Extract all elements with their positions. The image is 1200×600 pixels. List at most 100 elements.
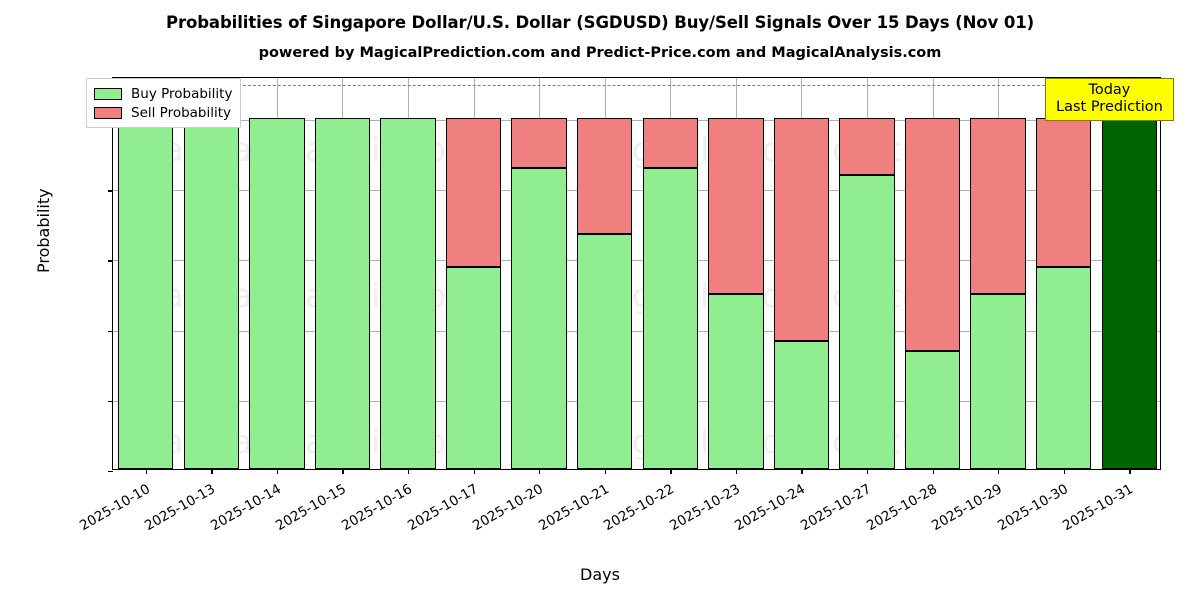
- x-tick-label: 2025-10-15: [273, 481, 350, 535]
- bar-segment-buy[interactable]: [642, 168, 698, 469]
- bar-segment-buy[interactable]: [970, 293, 1026, 469]
- chart-title: Probabilities of Singapore Dollar/U.S. D…: [165, 13, 1035, 32]
- legend-label-sell: Sell Probability: [131, 104, 232, 121]
- bar-segment-sell[interactable]: [445, 118, 502, 267]
- today-annotation: Today Last Prediction: [1045, 78, 1174, 122]
- bar-group[interactable]: [1101, 78, 1157, 469]
- x-tick-mark: [1129, 469, 1131, 474]
- legend-swatch-sell: [94, 106, 122, 119]
- x-tick-label: 2025-10-23: [666, 481, 743, 535]
- bar-group[interactable]: [118, 78, 174, 469]
- watermark-text: MagicalPrediction.com: [583, 130, 955, 169]
- x-tick-label: 2025-10-20: [470, 481, 547, 535]
- x-tick-mark: [211, 469, 213, 474]
- chart-legend: Buy Probability Sell Probability: [86, 78, 242, 128]
- x-tick-mark: [998, 469, 1000, 474]
- legend-swatch-buy: [94, 87, 122, 100]
- bar-group[interactable]: [904, 78, 961, 469]
- bar-segment-buy[interactable]: [904, 351, 961, 469]
- plot-area: MagicalAnalysis.com MagicalPrediction.com…: [108, 77, 1161, 474]
- legend-item-buy: Buy Probability: [94, 84, 232, 103]
- bar-segment-buy[interactable]: [183, 118, 240, 469]
- bar-group[interactable]: [970, 78, 1026, 469]
- gridline-horizontal: [113, 330, 1160, 332]
- bar-group[interactable]: [839, 78, 895, 469]
- x-tick-mark: [408, 469, 410, 474]
- bar-segment-sell[interactable]: [511, 118, 567, 169]
- gridline-horizontal: [113, 260, 1160, 262]
- x-tick-label: 2025-10-17: [404, 481, 481, 535]
- legend-item-sell: Sell Probability: [94, 103, 232, 122]
- bar-group[interactable]: [249, 78, 305, 469]
- bar-segment-buy[interactable]: [708, 293, 764, 469]
- bar-segment-today[interactable]: [1101, 118, 1157, 469]
- bar-segment-sell[interactable]: [1035, 118, 1092, 267]
- y-tick-mark: [108, 400, 113, 403]
- x-tick-mark: [473, 469, 475, 474]
- bar-segment-sell[interactable]: [708, 118, 764, 294]
- x-tick-label: 2025-10-29: [929, 481, 1006, 535]
- x-tick-label: 2025-10-13: [142, 481, 219, 535]
- watermark-text: MagicalPrediction.com: [583, 276, 955, 315]
- plot-inner: MagicalAnalysis.com MagicalPrediction.com…: [113, 78, 1160, 469]
- bar-group[interactable]: [577, 78, 633, 469]
- y-tick-mark: [108, 260, 113, 262]
- x-tick-mark: [801, 469, 803, 474]
- x-tick-mark: [735, 469, 738, 474]
- bar-segment-buy[interactable]: [118, 118, 174, 469]
- chart-subtitle: powered by MagicalPrediction.com and Pre…: [258, 45, 942, 61]
- bar-group[interactable]: [183, 78, 240, 469]
- x-tick-label: 2025-10-21: [535, 481, 612, 535]
- bar-segment-buy[interactable]: [380, 118, 436, 469]
- bar-segment-sell[interactable]: [642, 118, 698, 169]
- bar-segment-sell[interactable]: [970, 118, 1026, 294]
- bar-segment-buy[interactable]: [249, 118, 305, 469]
- gridline-horizontal: [113, 190, 1160, 192]
- x-tick-mark: [145, 469, 148, 474]
- bar-segment-sell[interactable]: [904, 118, 961, 352]
- bar-segment-buy[interactable]: [511, 168, 567, 469]
- reference-dashed-line: [113, 85, 1160, 87]
- legend-label-buy: Buy Probability: [131, 85, 233, 102]
- x-tick-mark: [932, 469, 934, 474]
- x-tick-mark: [604, 469, 607, 474]
- x-tick-label: 2025-10-30: [994, 481, 1071, 535]
- bar-group[interactable]: [1035, 78, 1092, 469]
- bar-group[interactable]: [511, 78, 567, 469]
- bar-segment-sell[interactable]: [773, 118, 830, 341]
- bar-segment-buy[interactable]: [314, 118, 371, 469]
- x-tick-label: 2025-10-24: [732, 481, 809, 535]
- gridline-horizontal: [113, 120, 1160, 122]
- x-tick-mark: [276, 469, 279, 474]
- x-tick-label: 2025-10-10: [76, 481, 153, 535]
- bar-segment-buy[interactable]: [773, 340, 830, 469]
- bar-group[interactable]: [773, 78, 830, 469]
- watermark-text: MagicalPrediction.com: [583, 422, 955, 461]
- x-tick-mark: [342, 469, 344, 474]
- bar-group[interactable]: [445, 78, 502, 469]
- bar-segment-buy[interactable]: [445, 266, 502, 469]
- x-tick-mark: [670, 469, 672, 474]
- bar-segment-sell[interactable]: [839, 118, 895, 175]
- gridline-horizontal: [113, 400, 1160, 402]
- x-tick-mark: [866, 469, 869, 474]
- bar-segment-sell[interactable]: [577, 118, 633, 234]
- y-tick-mark: [108, 190, 113, 192]
- y-axis-label: Probability: [34, 188, 53, 273]
- x-tick-label: 2025-10-22: [601, 481, 678, 535]
- y-tick-mark: [108, 330, 113, 332]
- x-tick-label: 2025-10-27: [798, 481, 874, 535]
- bar-segment-buy[interactable]: [839, 174, 895, 469]
- x-axis-label: Days: [580, 565, 620, 584]
- today-annotation-line2: Last Prediction: [1056, 99, 1163, 116]
- bar-group[interactable]: [380, 78, 436, 469]
- bar-group[interactable]: [708, 78, 764, 469]
- bar-group[interactable]: [314, 78, 371, 469]
- bar-segment-buy[interactable]: [577, 233, 633, 469]
- bar-group[interactable]: [642, 78, 698, 469]
- x-tick-mark: [1063, 469, 1065, 474]
- x-tick-label: 2025-10-28: [863, 481, 940, 535]
- bar-segment-buy[interactable]: [1035, 266, 1092, 469]
- today-annotation-line1: Today: [1088, 82, 1131, 98]
